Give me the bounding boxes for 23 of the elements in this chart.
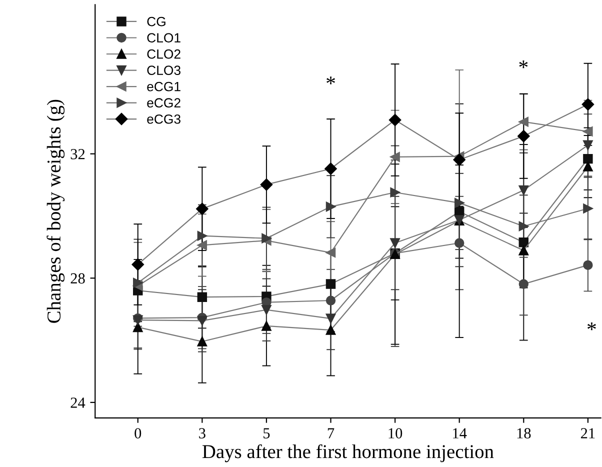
legend-label: CG bbox=[147, 16, 166, 26]
x-tick-label: 21 bbox=[580, 428, 595, 438]
legend-label: eCG1 bbox=[147, 82, 180, 92]
x-tick-label: 5 bbox=[264, 428, 270, 438]
x-tick-label: 0 bbox=[134, 428, 142, 438]
y-axis-title: Changes of body weights (g) bbox=[46, 100, 65, 323]
legend-label: eCG2 bbox=[147, 98, 180, 108]
annotation: * bbox=[588, 322, 596, 330]
x-tick-label: 10 bbox=[388, 428, 402, 438]
y-tick-label: 32 bbox=[70, 149, 85, 160]
x-axis-title: Days after the first hormone injection bbox=[202, 444, 494, 462]
x-tick-label: 14 bbox=[453, 428, 467, 438]
legend-label: eCG3 bbox=[147, 114, 180, 124]
legend-label: CLO3 bbox=[147, 66, 180, 76]
x-tick-label: 18 bbox=[517, 428, 531, 438]
legend-label: CLO1 bbox=[147, 33, 180, 42]
y-tick-label: 24 bbox=[70, 398, 86, 408]
x-tick-label: 3 bbox=[199, 428, 206, 438]
y-tick-label: 28 bbox=[70, 273, 85, 284]
annotation: * bbox=[519, 60, 528, 68]
x-tick-label: 7 bbox=[328, 428, 334, 438]
legend-label: CLO2 bbox=[147, 49, 180, 59]
annotation: * bbox=[326, 76, 335, 84]
